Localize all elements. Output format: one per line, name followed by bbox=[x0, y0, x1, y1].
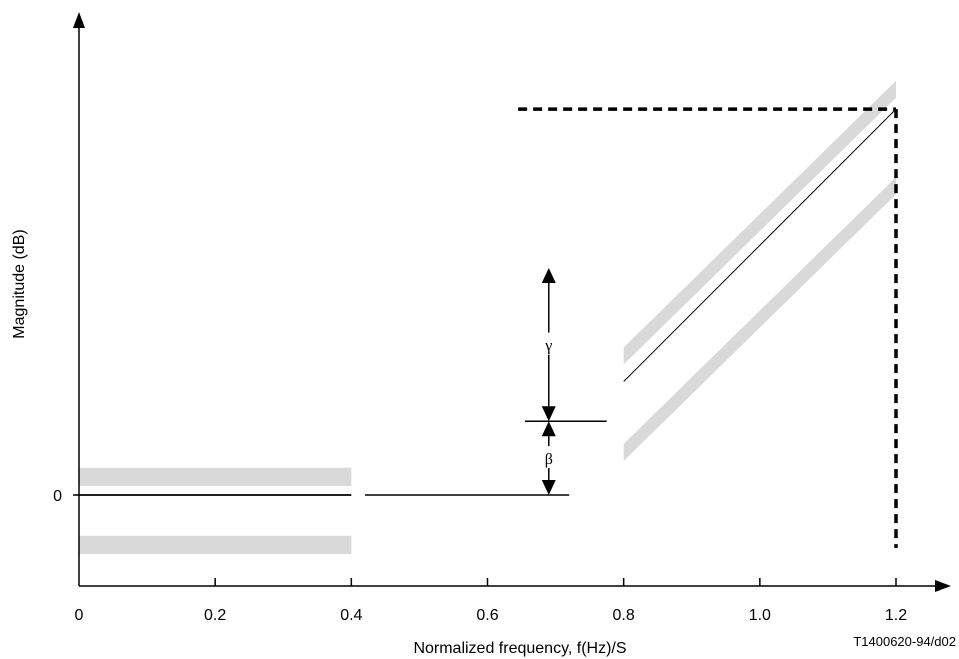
gamma-arrowhead-bottom bbox=[541, 406, 556, 422]
beta-label-background bbox=[539, 446, 558, 469]
gamma-label-background bbox=[539, 332, 558, 355]
y-axis-ticks: 0 bbox=[53, 488, 79, 505]
x-tick-label: 0.2 bbox=[204, 607, 226, 624]
x-axis-ticks: 0 0.2 0.4 0.6 0.8 1.0 1.2 bbox=[75, 578, 907, 624]
limit-lines bbox=[518, 107, 898, 548]
tolerance-bands bbox=[79, 80, 896, 555]
y-axis-arrowhead bbox=[73, 12, 85, 28]
passband-upper-tolerance-band bbox=[79, 467, 352, 486]
slope-nominal-line bbox=[623, 108, 897, 382]
passband-lower-tolerance-band bbox=[79, 535, 352, 555]
gamma-arrowhead-top bbox=[541, 268, 556, 283]
series-lines bbox=[79, 108, 897, 496]
beta-arrowhead-top bbox=[541, 421, 556, 437]
y-tick-label: 0 bbox=[53, 488, 62, 505]
axes: 0 0.2 0.4 0.6 0.8 1.0 1.2 0 bbox=[53, 12, 951, 624]
x-tick-label: 0 bbox=[75, 607, 84, 624]
beta-arrowhead-bottom bbox=[541, 480, 556, 495]
slope-upper-tolerance-band bbox=[623, 80, 896, 365]
figure-reference-code: T1400620-94/d02 bbox=[853, 634, 956, 649]
beta-label: β bbox=[545, 451, 553, 468]
y-axis-title: Magnitude (dB) bbox=[11, 229, 28, 338]
x-axis-title: Normalized frequency, f(Hz)/S bbox=[413, 640, 626, 657]
x-tick-label: 0.8 bbox=[613, 607, 635, 624]
x-tick-label: 0.6 bbox=[476, 607, 498, 624]
x-axis-arrowhead bbox=[935, 580, 951, 592]
dimension-annotations: β γ bbox=[364, 268, 607, 496]
x-tick-label: 1.2 bbox=[885, 607, 907, 624]
x-tick-label: 1.0 bbox=[749, 607, 771, 624]
gamma-label: γ bbox=[544, 338, 552, 355]
slope-lower-tolerance-band bbox=[623, 177, 896, 461]
x-tick-label: 0.4 bbox=[340, 607, 362, 624]
